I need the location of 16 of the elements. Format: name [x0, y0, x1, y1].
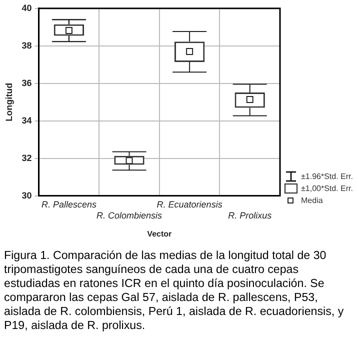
y-tick-label: 30 — [22, 190, 32, 200]
text: Figura 1. Comparación de las medias de la longitud total de 30 tripomastigotes sanguíneos de cada una de cuatro cepas estudiadas en ratones ICR en el quinto día posinoculación. Se compararon las cepas Gal 57, aislada de R. pallescens, P53, aislada de R. colombiensis, Perú 1, aislada de R. ecuadoriensis, y P19, aislada de R. prolixus. — [3, 248, 345, 333]
y-tick-label: 36 — [22, 78, 32, 88]
y-axis-title: Longitud — [4, 82, 14, 122]
text: Media — [301, 196, 323, 204]
y-tick-label: 34 — [22, 115, 32, 126]
text: ±1.96*Std. Err. — [301, 172, 353, 180]
x-tick-label: R. Pallescens — [41, 200, 97, 210]
x-axis-title: Vector — [147, 229, 172, 238]
x-tick-label: R. Ecuatoriensis — [156, 200, 223, 210]
x-tick-label: R. Prolixus — [228, 210, 272, 220]
x-tick-label: R. Colombiensis — [96, 210, 163, 220]
y-tick-label: 38 — [22, 40, 32, 50]
y-tick-label: 32 — [22, 152, 32, 163]
text: ±1,00*Std. Err. — [301, 184, 353, 192]
y-tick-label: 40 — [22, 2, 32, 13]
